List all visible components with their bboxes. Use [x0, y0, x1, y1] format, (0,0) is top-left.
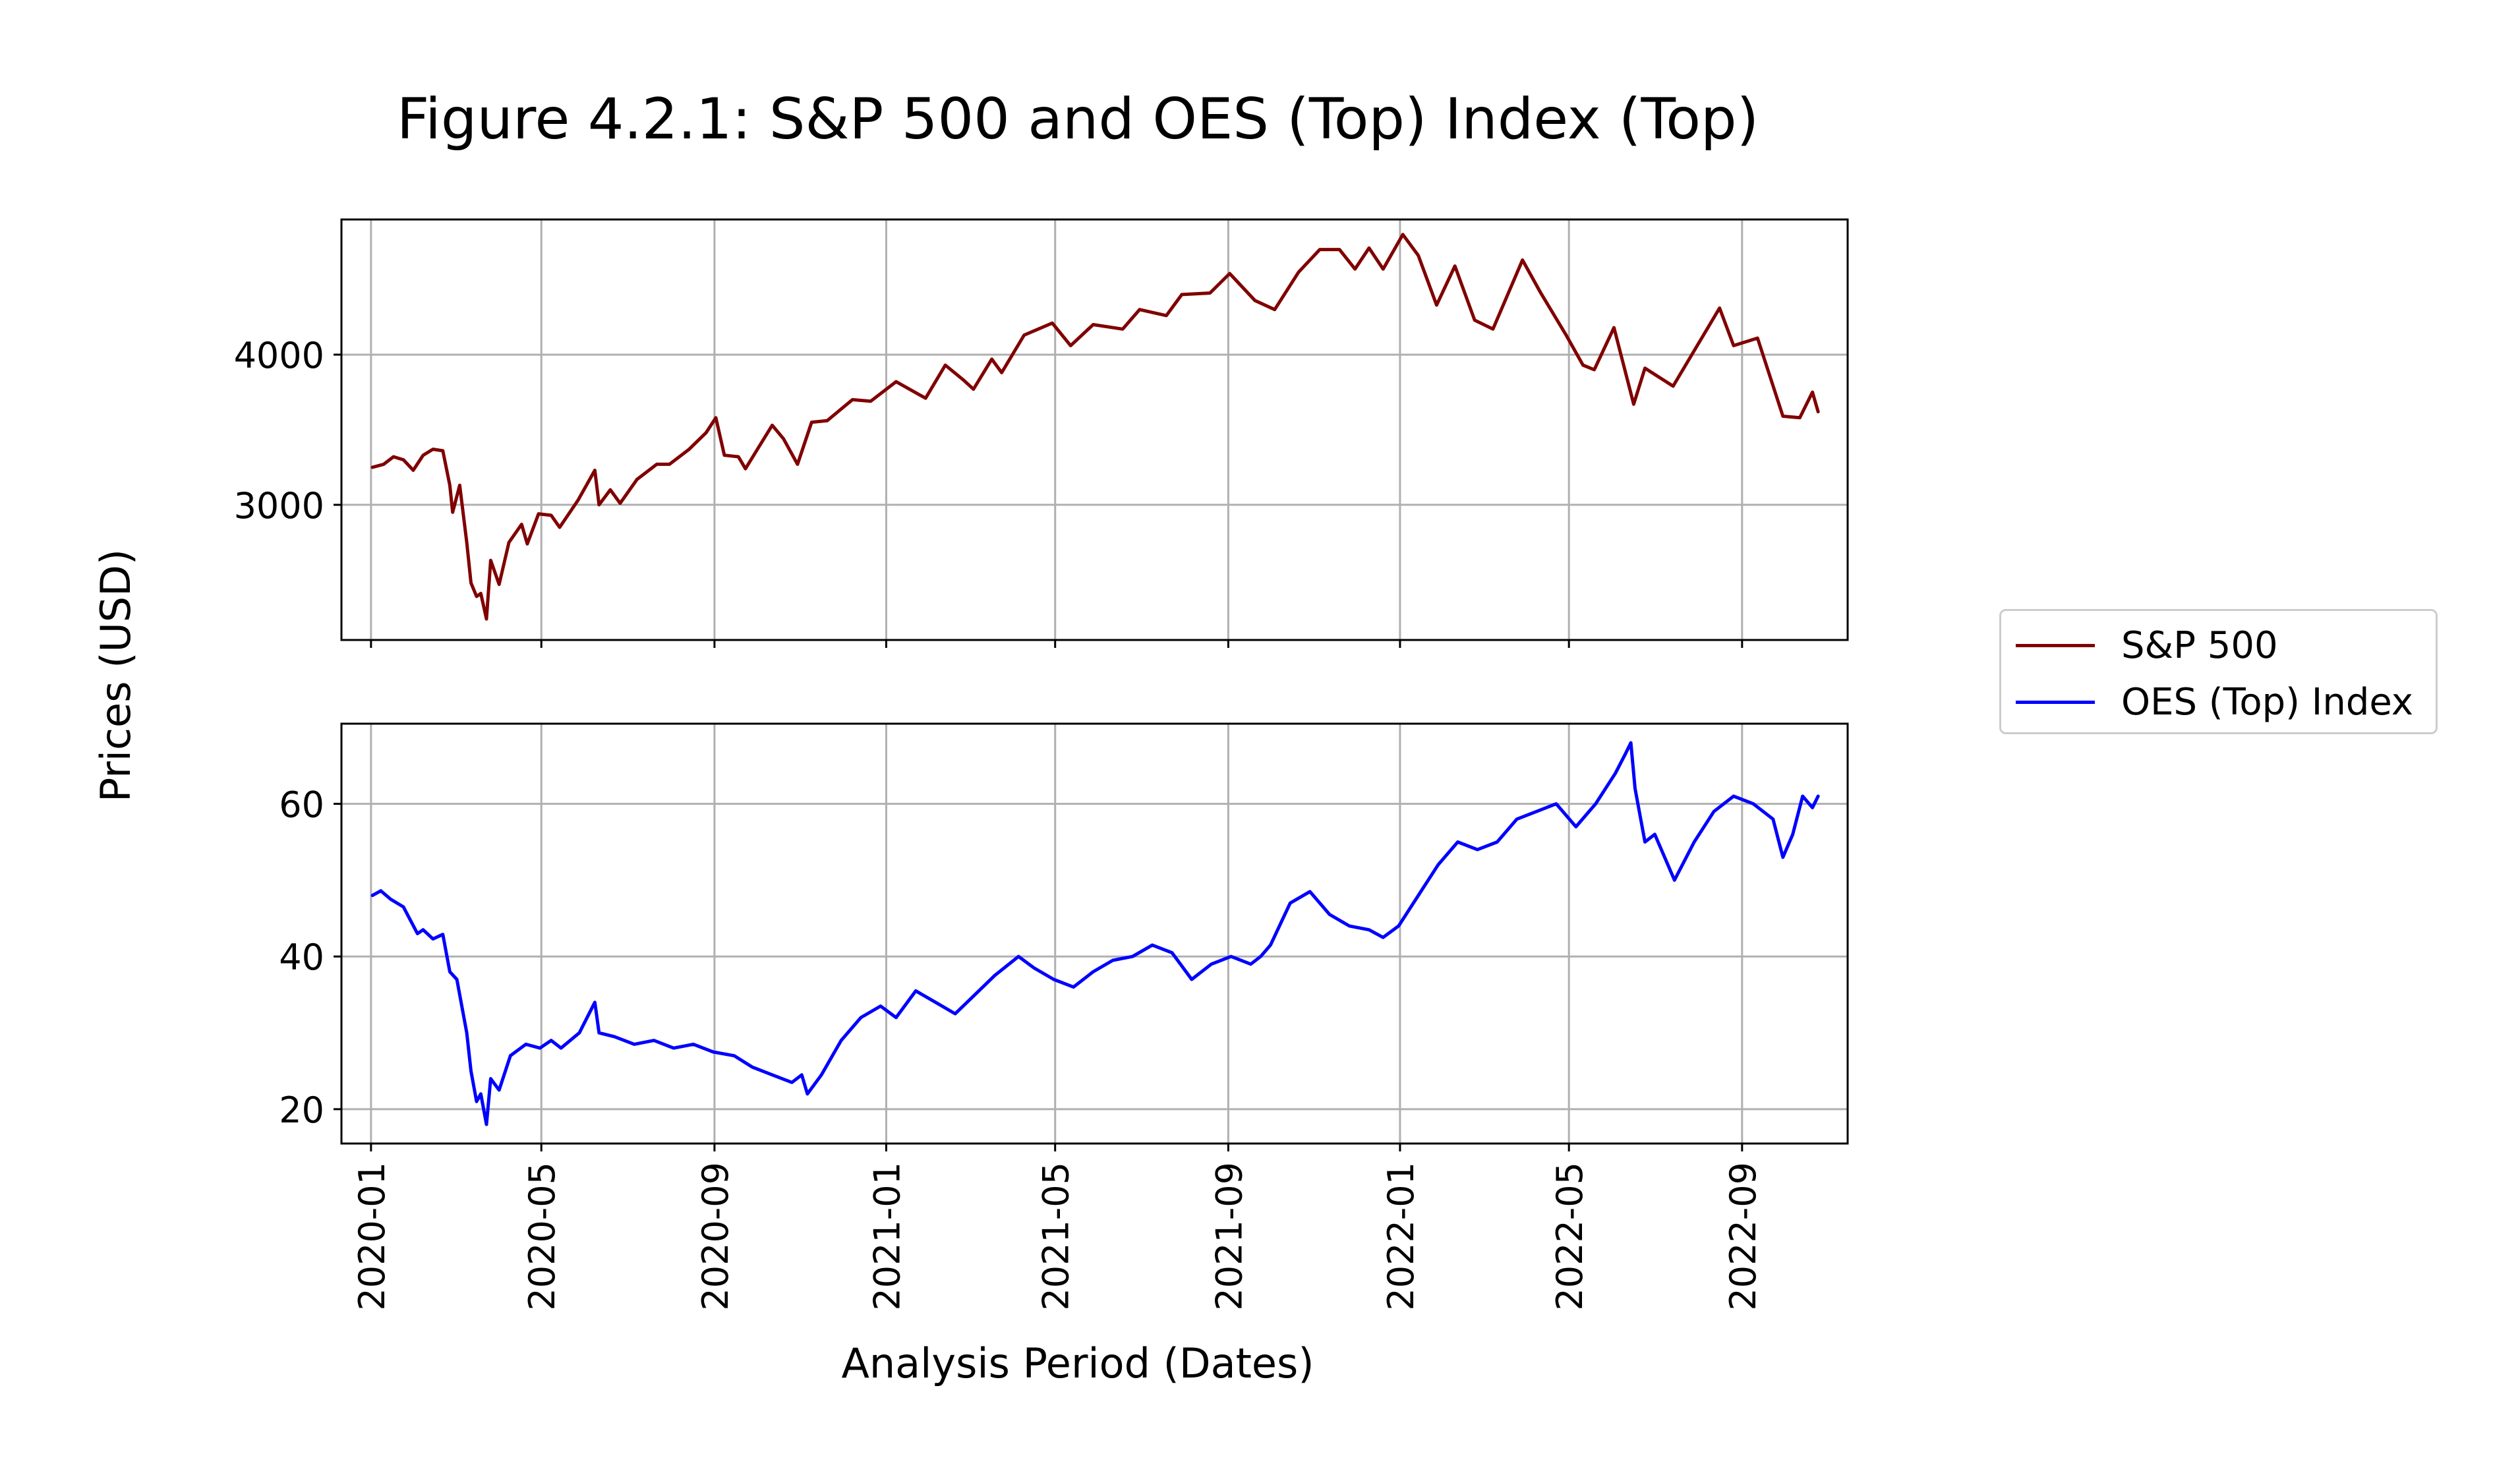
legend-item-oes: OES (Top) Index	[2016, 676, 2413, 728]
x-tick-label: 2020-09	[695, 1162, 736, 1311]
x-tick-label: 2021-05	[1036, 1162, 1077, 1311]
legend-swatch-oes	[2016, 700, 2095, 704]
x-tick-label: 2022-05	[1549, 1162, 1591, 1311]
legend-swatch-sp500	[2016, 643, 2095, 647]
y-tick-label: 60	[279, 784, 324, 826]
sp500-panel: 3000 4000	[234, 218, 1849, 648]
y-tick-label: 20	[279, 1089, 324, 1131]
y-tick-label: 40	[279, 937, 324, 978]
y-tick-label: 3000	[234, 485, 324, 527]
series-line-sp500	[370, 233, 1820, 621]
legend-label-sp500: S&P 500	[2121, 624, 2278, 667]
legend: S&P 500 OES (Top) Index	[1999, 609, 2438, 734]
x-tick-label: 2022-09	[1722, 1162, 1764, 1311]
x-tick-label: 2022-01	[1380, 1162, 1422, 1311]
oes-panel: 20 40 60	[279, 722, 1849, 1151]
plot-frame	[340, 218, 1849, 641]
series-line-oes	[370, 741, 1820, 1126]
plot-frame	[340, 722, 1849, 1145]
legend-item-sp500: S&P 500	[2016, 619, 2278, 672]
x-tick-label: 2021-09	[1208, 1162, 1250, 1311]
y-axis-label: Prices (USD)	[92, 549, 140, 802]
x-tick-label: 2020-01	[351, 1162, 393, 1311]
chart-title: Figure 4.2.1: S&P 500 and OES (Top) Inde…	[397, 86, 1759, 152]
legend-label-oes: OES (Top) Index	[2121, 680, 2413, 724]
y-tick-label: 4000	[234, 335, 324, 376]
x-tick-label: 2020-05	[521, 1162, 563, 1311]
x-axis-label: Analysis Period (Dates)	[841, 1339, 1314, 1387]
x-tick-label: 2021-01	[866, 1162, 908, 1311]
x-axis-ticks: 2020-01 2020-05 2020-09 2021-01 2021-05 2021-…	[351, 1162, 1764, 1311]
